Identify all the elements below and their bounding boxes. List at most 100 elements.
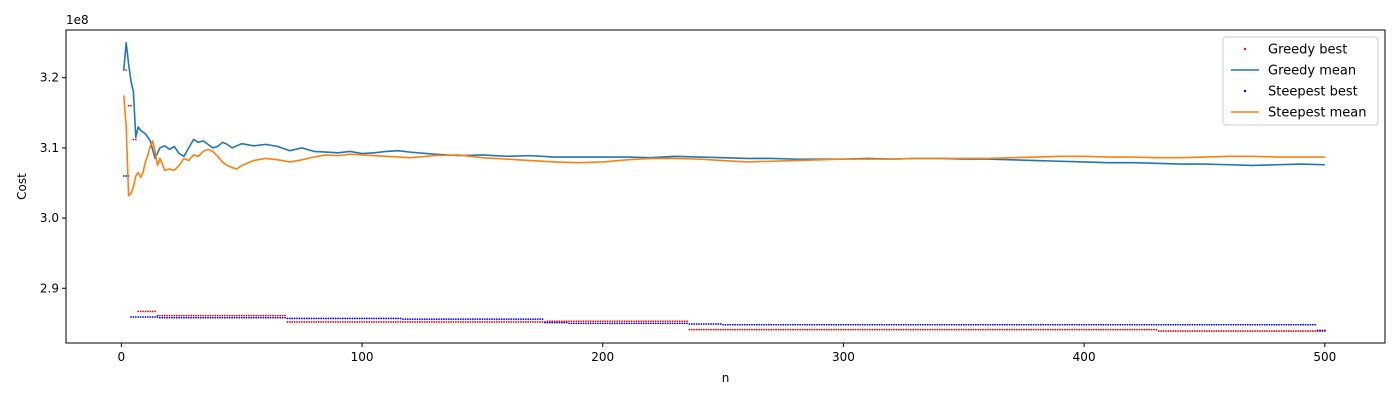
steepest-best-point <box>161 316 164 319</box>
steepest-best-point <box>296 317 298 320</box>
steepest-best-point <box>799 323 802 326</box>
steepest-best-point <box>779 323 782 326</box>
greedy-best-point <box>741 328 744 331</box>
greedy-best-point <box>847 328 850 331</box>
greedy-best-point <box>291 321 294 323</box>
steepest-best-point <box>1179 323 1182 326</box>
steepest-best-point <box>137 316 140 318</box>
greedy-best-point <box>1232 330 1235 332</box>
steepest-best-point <box>1056 323 1059 326</box>
greedy-best-point <box>238 314 241 317</box>
greedy-best-point <box>317 321 320 323</box>
greedy-best-point <box>873 328 876 331</box>
steepest-best-point <box>1155 323 1158 326</box>
greedy-best-point <box>1051 328 1054 331</box>
greedy-best-point <box>770 328 773 331</box>
greedy-best-point <box>1307 330 1309 332</box>
steepest-best-point <box>522 318 525 321</box>
steepest-best-point <box>912 323 915 326</box>
steepest-best-point <box>623 322 626 325</box>
greedy-best-point <box>274 314 277 317</box>
greedy-best-point <box>659 320 662 323</box>
steepest-best-point <box>279 316 282 319</box>
greedy-best-point <box>1097 328 1100 331</box>
greedy-best-point <box>539 321 542 323</box>
steepest-best-point <box>1280 323 1283 326</box>
greedy-best-point <box>1230 330 1232 332</box>
steepest-best-point <box>332 317 335 320</box>
greedy-best-point <box>207 314 209 317</box>
steepest-best-point <box>1268 323 1271 326</box>
greedy-best-point <box>322 321 325 323</box>
greedy-best-point <box>1227 330 1230 332</box>
steepest-best-point <box>493 318 496 321</box>
greedy-best-point <box>1251 330 1254 332</box>
greedy-best-point <box>635 320 638 323</box>
greedy-best-point <box>221 314 224 317</box>
steepest-best-point <box>1273 323 1276 326</box>
greedy-best-point <box>185 314 188 317</box>
greedy-best-point <box>897 328 900 331</box>
greedy-best-point <box>300 321 303 323</box>
steepest-best-point <box>991 323 994 326</box>
steepest-best-point <box>387 317 390 320</box>
greedy-best-point <box>168 314 171 317</box>
greedy-best-point <box>690 328 693 331</box>
steepest-best-point <box>1114 323 1117 326</box>
steepest-best-point <box>801 323 804 326</box>
steepest-best-point <box>707 323 710 325</box>
greedy-best-point <box>1208 330 1211 332</box>
steepest-best-point <box>1119 323 1122 326</box>
steepest-best-point <box>1133 323 1136 326</box>
greedy-best-point <box>204 314 207 317</box>
steepest-best-point <box>594 322 597 325</box>
steepest-best-point <box>183 316 185 319</box>
greedy-best-point <box>905 328 907 331</box>
greedy-best-point <box>1155 328 1158 331</box>
steepest-best-point <box>1068 323 1071 326</box>
steepest-best-point <box>645 322 647 325</box>
greedy-best-point <box>166 314 168 317</box>
steepest-best-point <box>1189 323 1191 326</box>
greedy-best-point <box>929 328 931 331</box>
greedy-best-point <box>869 328 871 331</box>
greedy-best-point <box>796 328 799 331</box>
greedy-best-point <box>1138 328 1141 331</box>
steepest-best-point <box>317 317 320 320</box>
greedy-best-point <box>435 321 438 323</box>
greedy-best-point <box>919 328 922 331</box>
steepest-best-point <box>1215 323 1218 326</box>
greedy-best-point <box>917 328 919 331</box>
steepest-best-point <box>291 317 294 320</box>
greedy-best-point <box>984 328 987 331</box>
greedy-best-point <box>613 320 616 323</box>
greedy-best-point <box>681 320 684 323</box>
steepest-best-point <box>878 323 881 326</box>
steepest-best-point <box>166 316 168 319</box>
greedy-best-point <box>137 310 140 313</box>
steepest-best-point <box>647 322 650 325</box>
steepest-best-point <box>739 323 741 326</box>
steepest-best-point <box>409 318 412 321</box>
steepest-best-point <box>1222 323 1225 326</box>
steepest-best-point <box>1116 323 1119 326</box>
steepest-best-point <box>914 323 917 326</box>
steepest-best-point <box>1266 323 1268 326</box>
steepest-best-point <box>840 323 842 326</box>
greedy-best-point <box>1025 328 1028 331</box>
greedy-best-point <box>816 328 818 331</box>
legend-box <box>1222 36 1379 126</box>
steepest-best-point <box>585 322 587 325</box>
steepest-best-point <box>1191 323 1194 326</box>
steepest-best-markers <box>122 175 1326 332</box>
greedy-best-point <box>784 328 787 331</box>
greedy-best-point <box>991 328 994 331</box>
greedy-best-point <box>1063 328 1066 331</box>
steepest-best-point <box>132 316 135 318</box>
steepest-best-point <box>532 318 534 321</box>
steepest-best-point <box>654 322 657 325</box>
steepest-best-point <box>1181 323 1184 326</box>
greedy-best-point <box>597 320 599 323</box>
greedy-best-point <box>199 314 202 317</box>
steepest-best-point <box>452 318 455 321</box>
